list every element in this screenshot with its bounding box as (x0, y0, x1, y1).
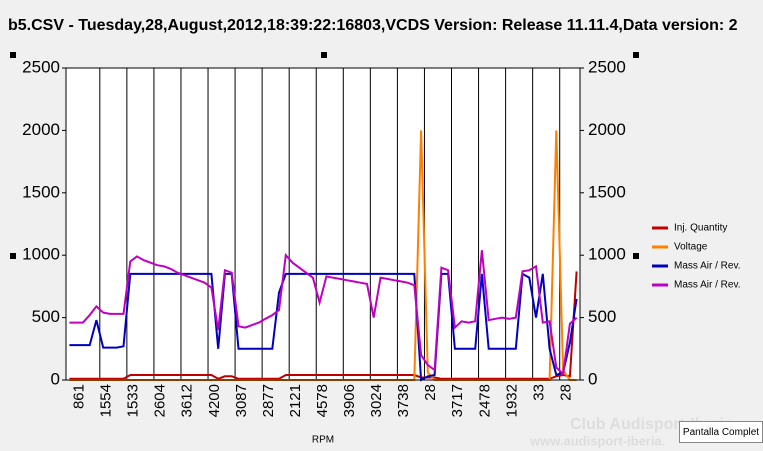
x-tick-label: 3717 (449, 384, 466, 417)
x-tick-label: 28 (557, 384, 574, 401)
legend-label: Mass Air / Rev. (674, 261, 741, 272)
x-tick-label: 1932 (503, 384, 520, 417)
x-tick-label: 4200 (206, 384, 223, 417)
y2-tick-label: 0 (588, 369, 597, 388)
y2-tick-label: 2500 (588, 57, 626, 76)
legend-label: Voltage (674, 242, 708, 253)
y-tick-label: 0 (51, 369, 60, 388)
series-line (69, 272, 578, 382)
watermark: www.audisport-iberia. (529, 433, 665, 448)
x-tick-label: 4578 (314, 384, 331, 417)
legend-label: Inj. Quantity (674, 223, 727, 234)
fullscreen-button[interactable]: Pantalla Complet (679, 421, 763, 443)
y2-tick-label: 1000 (588, 245, 626, 264)
x-tick-label: 3087 (233, 384, 250, 417)
y-tick-label: 500 (32, 307, 60, 326)
x-tick-label: 2121 (287, 384, 304, 417)
x-tick-label: 861 (70, 384, 87, 409)
y-tick-label: 2000 (22, 120, 60, 139)
legend-label: Mass Air / Rev. (674, 280, 741, 291)
y-tick-label: 1500 (22, 182, 60, 201)
handle (633, 52, 639, 58)
y-tick-label: 2500 (22, 57, 60, 76)
x-tick-label: 33 (530, 384, 547, 401)
plot-frame (65, 67, 581, 381)
series-line (69, 271, 578, 380)
x-tick-label: 3024 (368, 384, 385, 417)
y2-tick-label: 500 (588, 307, 616, 326)
x-tick-label: 2604 (152, 384, 169, 417)
handle (10, 52, 16, 58)
x-tick-label: 2877 (260, 384, 277, 417)
y2-tick-label: 1500 (588, 182, 626, 201)
x-tick-label: 3738 (395, 384, 412, 417)
x-tick-label: 28 (422, 384, 439, 401)
handle (10, 253, 16, 259)
x-tick-label: 3612 (179, 384, 196, 417)
x-tick-label: 1554 (98, 384, 115, 417)
x-tick-label: 3906 (341, 384, 358, 417)
x-axis-label: RPM (312, 435, 334, 446)
handle (321, 52, 327, 58)
y-tick-label: 1000 (22, 245, 60, 264)
x-tick-label: 1533 (125, 384, 142, 417)
series-line (69, 250, 578, 376)
chart-title: b5.CSV - Tuesday,28,August,2012,18:39:22… (8, 17, 738, 34)
handle (633, 253, 639, 259)
y2-tick-label: 2000 (588, 120, 626, 139)
plot-area (66, 68, 580, 380)
x-tick-label: 2478 (476, 384, 493, 417)
